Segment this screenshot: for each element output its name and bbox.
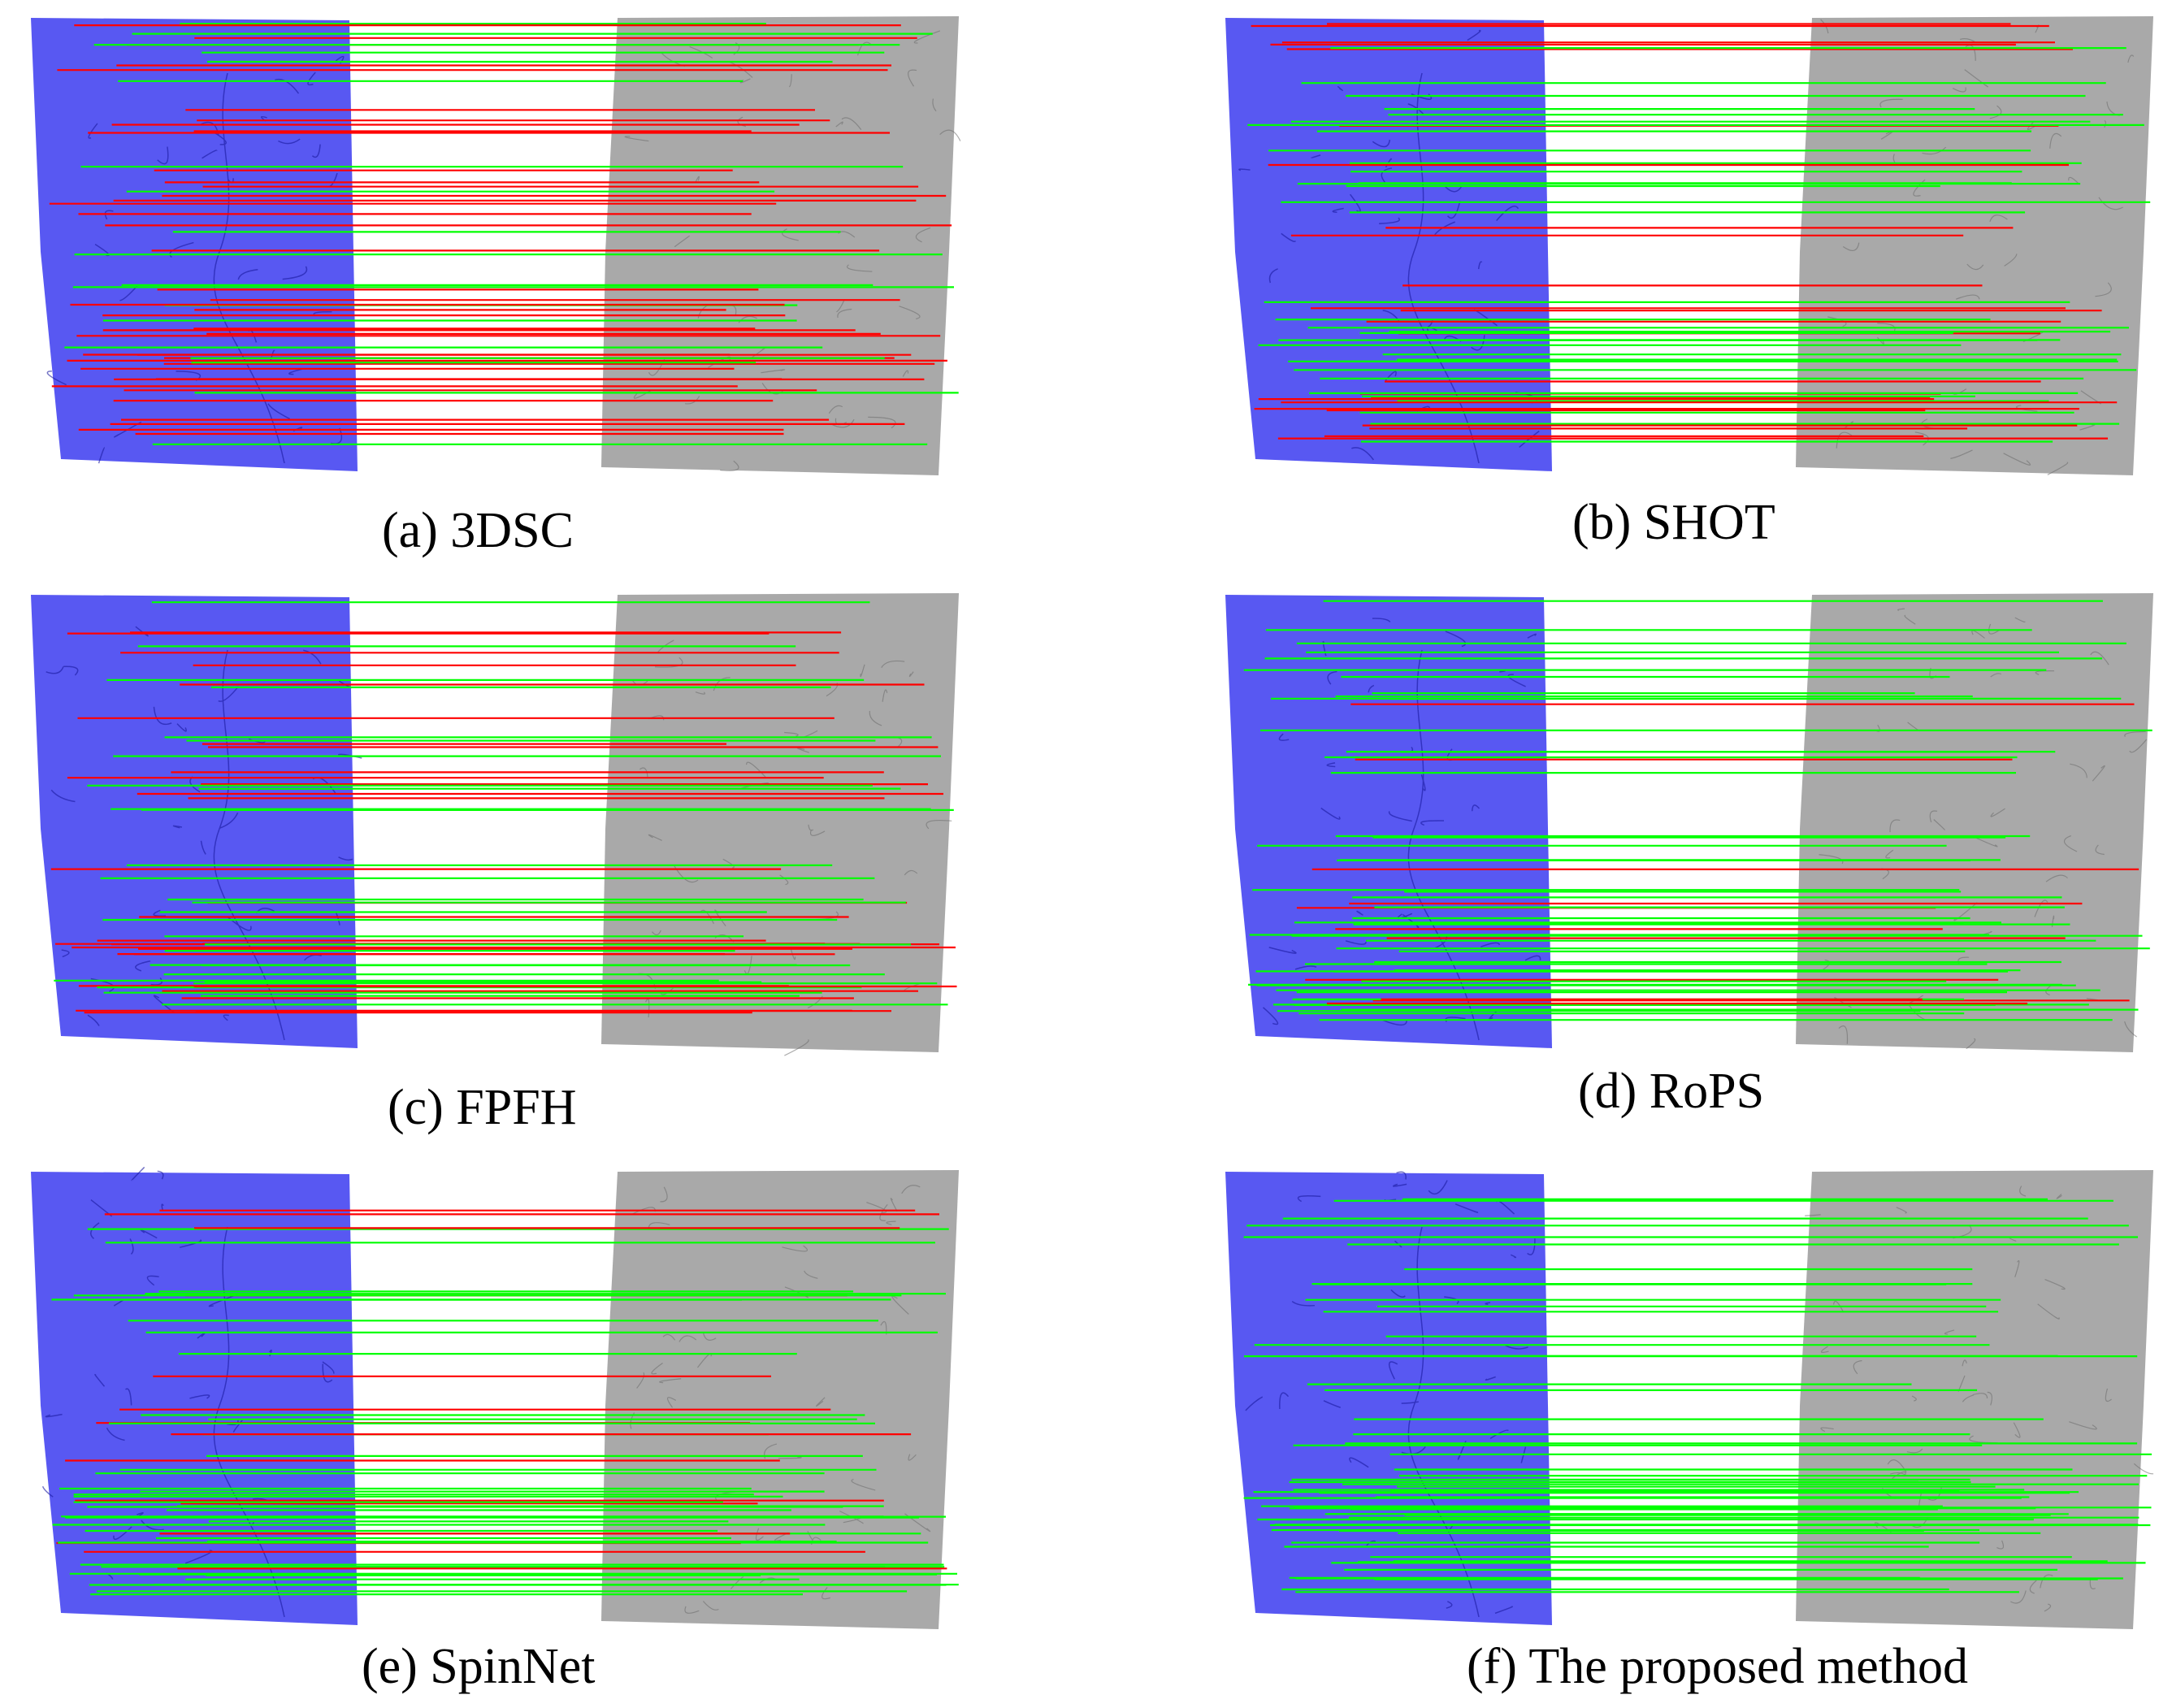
correspondence-lines <box>1243 1198 2152 1593</box>
target-point-cloud <box>1796 593 2153 1052</box>
target-point-cloud <box>1796 16 2153 475</box>
caption-a: (a) 3DSC <box>382 503 574 558</box>
correspondence-lines <box>50 601 957 1014</box>
target-point-cloud <box>601 1170 959 1629</box>
target-texture <box>1820 19 2135 475</box>
source-point-cloud <box>31 1172 358 1625</box>
correspondence-lines <box>49 23 959 445</box>
panel-e-spinnet <box>16 1162 975 1641</box>
source-texture <box>1263 618 1541 1041</box>
correspondence-plot <box>1225 16 2153 475</box>
panel-a-3dsc <box>16 8 975 488</box>
correspondence-lines <box>1247 23 2151 443</box>
panel-d-rops <box>1211 585 2170 1064</box>
caption-e: (e) SpinNet <box>362 1639 596 1694</box>
caption-c: (c) FPFH <box>388 1080 577 1135</box>
correspondence-lines <box>1243 600 2152 1021</box>
correspondence-lines <box>51 1209 959 1596</box>
caption-b: (b) SHOT <box>1572 495 1775 550</box>
target-point-cloud <box>601 16 959 475</box>
correspondence-plot <box>1225 1170 2154 1629</box>
correspondence-plot <box>31 16 961 475</box>
panel-b-shot <box>1211 8 2170 488</box>
correspondence-plot <box>31 1166 959 1629</box>
source-point-cloud <box>31 595 358 1048</box>
caption-f: (f) The proposed method <box>1467 1639 1968 1694</box>
correspondence-plot <box>31 593 959 1056</box>
panel-c-fpfh <box>16 585 975 1064</box>
source-point-cloud <box>31 18 358 471</box>
target-point-cloud <box>601 593 959 1052</box>
correspondence-plot <box>1225 593 2153 1052</box>
panel-f-proposed <box>1211 1162 2170 1641</box>
caption-d: (d) RoPS <box>1578 1064 1765 1119</box>
